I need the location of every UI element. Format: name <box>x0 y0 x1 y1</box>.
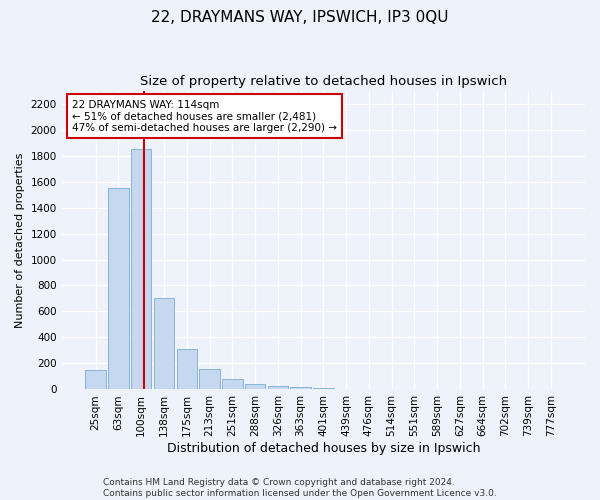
Bar <box>176 348 197 390</box>
Bar <box>336 389 356 390</box>
Bar <box>268 386 288 390</box>
Text: Contains HM Land Registry data © Crown copyright and database right 2024.
Contai: Contains HM Land Registry data © Crown c… <box>103 478 497 498</box>
Text: 22 DRAYMANS WAY: 114sqm
← 51% of detached houses are smaller (2,481)
47% of semi: 22 DRAYMANS WAY: 114sqm ← 51% of detache… <box>72 100 337 132</box>
Y-axis label: Number of detached properties: Number of detached properties <box>15 152 25 328</box>
Bar <box>245 384 265 390</box>
Bar <box>313 388 334 390</box>
Bar <box>108 188 129 390</box>
Bar <box>199 370 220 390</box>
Bar <box>222 379 242 390</box>
Bar <box>85 370 106 390</box>
Text: 22, DRAYMANS WAY, IPSWICH, IP3 0QU: 22, DRAYMANS WAY, IPSWICH, IP3 0QU <box>151 10 449 25</box>
Bar <box>154 298 174 390</box>
X-axis label: Distribution of detached houses by size in Ipswich: Distribution of detached houses by size … <box>167 442 480 455</box>
Bar <box>131 149 151 390</box>
Bar <box>290 387 311 390</box>
Title: Size of property relative to detached houses in Ipswich: Size of property relative to detached ho… <box>140 75 507 88</box>
